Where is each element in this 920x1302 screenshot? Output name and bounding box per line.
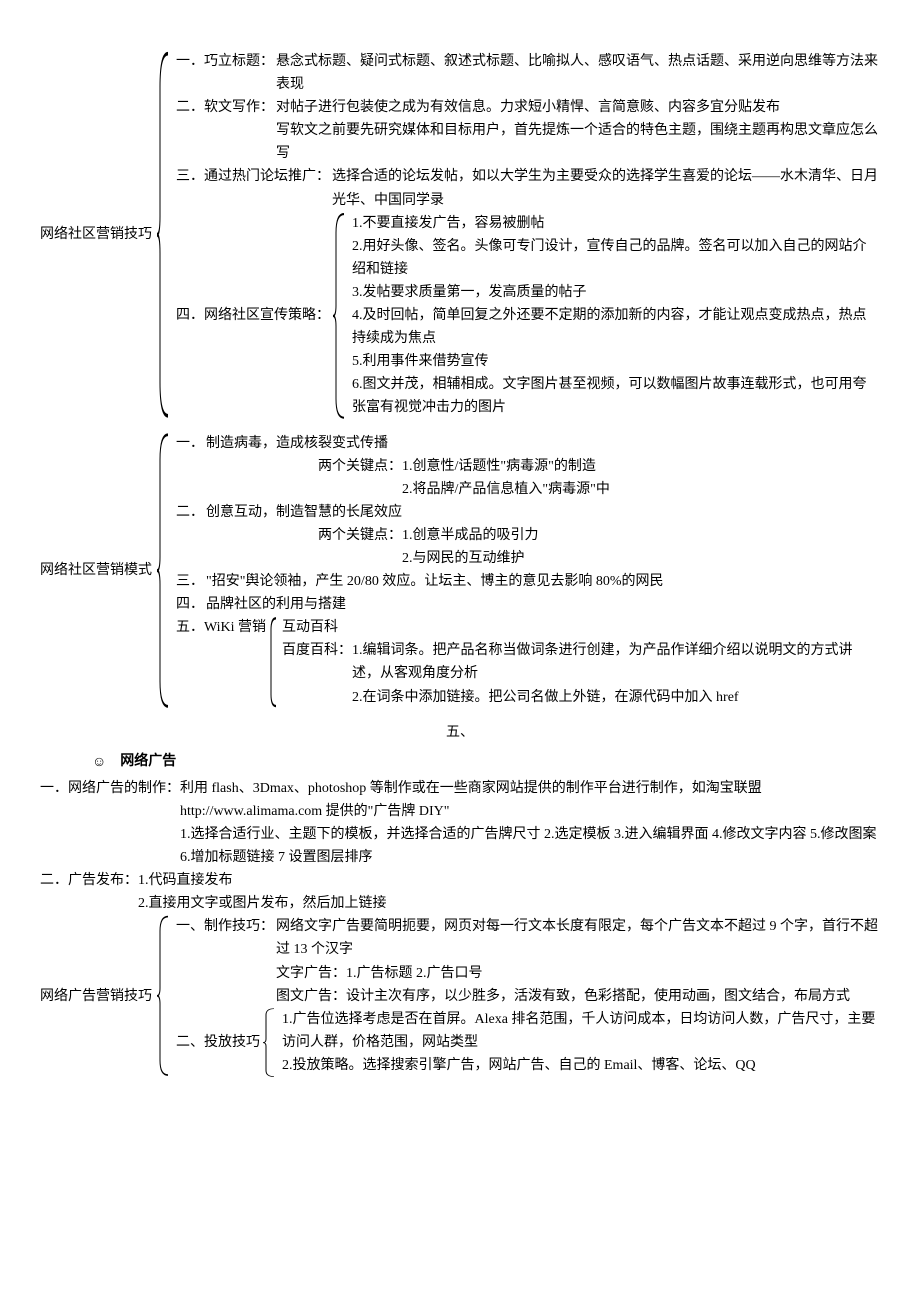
bracket-open — [268, 616, 278, 708]
section-community-skills: 网络社区营销技巧 一．巧立标题： 悬念式标题、疑问式标题、叙述式标题、比喻拟人、… — [40, 50, 880, 420]
item-body: 创意互动，制造智慧的长尾效应 两个关键点：1.创意半成品的吸引力 2.与网民的互… — [206, 501, 880, 570]
key-row: 两个关键点：1.创意半成品的吸引力 — [206, 524, 880, 547]
item-num: 一．巧立标题： — [176, 50, 276, 73]
heading-five: 五、 — [40, 721, 880, 744]
line: 1.代码直接发布 — [138, 869, 880, 892]
item-num: 一． — [176, 432, 206, 455]
item-body: 互动百科 百度百科： 1.编辑词条。把产品名称当做词条进行创建，为产品作详细介绍… — [282, 616, 880, 708]
item-body: 1.广告位选择考虑是否在首屏。Alexa 排名范围，千人访问成本，日均访问人数，… — [282, 1008, 880, 1077]
item-num: 四．网络社区宣传策略： — [176, 212, 332, 420]
item-num: 二．软文写作： — [176, 96, 276, 119]
item-row: 四．网络社区宣传策略： 1.不要直接发广告，容易被删帖 2.用好头像、签名。头像… — [176, 212, 880, 420]
ad-heading-row: ☺ 网络广告 — [40, 750, 880, 773]
subline: 2.投放策略。选择搜索引擎广告，网站广告、自己的 Email、博客、论坛、QQ — [282, 1054, 880, 1077]
bracket-open — [156, 915, 170, 1077]
item-row: 五．WiKi 营销 互动百科 百度百科： 1.编辑词条。把产品名称当做词条进行创… — [176, 616, 880, 708]
smile-icon: ☺ — [92, 750, 120, 773]
ad-make-row: 一．网络广告的制作： 利用 flash、3Dmax、photoshop 等制作或… — [40, 777, 880, 869]
line: 2.直接用文字或图片发布，然后加上链接 — [138, 892, 880, 915]
subline: 1.不要直接发广告，容易被删帖 — [352, 212, 880, 235]
section-label: 网络广告营销技巧 — [40, 985, 156, 1008]
section-content: 一． 制造病毒，造成核裂变式传播 两个关键点：1.创意性/话题性"病毒源"的制造… — [176, 432, 880, 709]
item-row: 一、制作技巧： 网络文字广告要简明扼要，网页对每一行文本长度有限定，每个广告文本… — [176, 915, 880, 1007]
subline: 2.用好头像、签名。头像可专门设计，宣传自己的品牌。签名可以加入自己的网站介绍和… — [352, 235, 880, 281]
wiki-item: 百度百科： 1.编辑词条。把产品名称当做词条进行创建，为产品作详细介绍以说明文的… — [282, 639, 880, 685]
item-row: 二、投放技巧 1.广告位选择考虑是否在首屏。Alexa 排名范围，千人访问成本，… — [176, 1008, 880, 1077]
bracket-open — [156, 432, 170, 709]
item-num: 三．通过热门论坛推广： — [176, 165, 332, 188]
item-body: 品牌社区的利用与搭建 — [206, 593, 880, 616]
section-label: 网络社区营销模式 — [40, 559, 156, 582]
item-row: 三．通过热门论坛推广： 选择合适的论坛发帖，如以大学生为主要受众的选择学生喜爱的… — [176, 165, 880, 211]
subline: 5.利用事件来借势宣传 — [352, 350, 880, 373]
wiki-item: 互动百科 — [282, 616, 880, 639]
item-row: 二． 创意互动，制造智慧的长尾效应 两个关键点：1.创意半成品的吸引力 2.与网… — [176, 501, 880, 570]
item-body: 悬念式标题、疑问式标题、叙述式标题、比喻拟人、感叹语气、热点话题、采用逆向思维等… — [276, 50, 880, 96]
line: 写软文之前要先研究媒体和目标用户，首先提炼一个适合的特色主题，围绕主题再构思文章… — [276, 119, 880, 165]
line: 图文广告：设计主次有序，以少胜多，活泼有致，色彩搭配，使用动画，图文结合，布局方… — [276, 985, 880, 1008]
title-line: 制造病毒，造成核裂变式传播 — [206, 432, 880, 455]
section-label-wrap: 网络社区营销技巧 — [40, 50, 156, 420]
item-num: 一、制作技巧： — [176, 915, 276, 938]
title-line: 创意互动，制造智慧的长尾效应 — [206, 501, 880, 524]
subline: 6.图文并茂，相辅相成。文字图片甚至视频，可以数幅图片故事连载形式，也可用夸张富… — [352, 373, 880, 419]
item-row: 一． 制造病毒，造成核裂变式传播 两个关键点：1.创意性/话题性"病毒源"的制造… — [176, 432, 880, 501]
item-body: "招安"舆论领袖，产生 20/80 效应。让坛主、博主的意见去影响 80%的网民 — [206, 570, 880, 593]
baidu-line: 2.在词条中添加链接。把公司名做上外链，在源代码中加入 href — [282, 686, 880, 709]
line: 对帖子进行包装使之成为有效信息。力求短小精悍、言简意赅、内容多宜分贴发布 — [276, 96, 880, 119]
line: 文字广告：1.广告标题 2.广告口号 — [276, 962, 880, 985]
item-row: 三． "招安"舆论领袖，产生 20/80 效应。让坛主、博主的意见去影响 80%… — [176, 570, 880, 593]
section-ad-skills: 网络广告营销技巧 一、制作技巧： 网络文字广告要简明扼要，网页对每一行文本长度有… — [40, 915, 880, 1077]
ad-make-body: 利用 flash、3Dmax、photoshop 等制作或在一些商家网站提供的制… — [180, 777, 880, 869]
section-content: 一、制作技巧： 网络文字广告要简明扼要，网页对每一行文本长度有限定，每个广告文本… — [176, 915, 880, 1077]
ad-pub-body: 1.代码直接发布 2.直接用文字或图片发布，然后加上链接 — [138, 869, 880, 915]
item-num: 四． — [176, 593, 206, 616]
item-row: 一．巧立标题： 悬念式标题、疑问式标题、叙述式标题、比喻拟人、感叹语气、热点话题… — [176, 50, 880, 96]
bracket-open — [156, 50, 170, 420]
item-body: 对帖子进行包装使之成为有效信息。力求短小精悍、言简意赅、内容多宜分贴发布 写软文… — [276, 96, 880, 165]
item-body: 选择合适的论坛发帖，如以大学生为主要受众的选择学生喜爱的论坛——水木清华、日月光… — [332, 165, 880, 211]
ad-pub-label: 二．广告发布： — [40, 869, 138, 892]
item-row: 二．软文写作： 对帖子进行包装使之成为有效信息。力求短小精悍、言简意赅、内容多宜… — [176, 96, 880, 165]
item-body: 制造病毒，造成核裂变式传播 两个关键点：1.创意性/话题性"病毒源"的制造 2.… — [206, 432, 880, 501]
ad-pub-row: 二．广告发布： 1.代码直接发布 2.直接用文字或图片发布，然后加上链接 — [40, 869, 880, 915]
line: 1.选择合适行业、主题下的模板，并选择合适的广告牌尺寸 2.选定模板 3.进入编… — [180, 823, 880, 869]
bracket-open — [262, 1008, 276, 1077]
section-content: 一．巧立标题： 悬念式标题、疑问式标题、叙述式标题、比喻拟人、感叹语气、热点话题… — [176, 50, 880, 420]
subline: 1.广告位选择考虑是否在首屏。Alexa 排名范围，千人访问成本，日均访问人数，… — [282, 1008, 880, 1054]
subline: 4.及时回帖，简单回复之外还要不定期的添加新的内容，才能让观点变成热点，热点持续… — [352, 304, 880, 350]
section-label: 网络社区营销技巧 — [40, 223, 156, 246]
item-row: 四． 品牌社区的利用与搭建 — [176, 593, 880, 616]
section-label-wrap: 网络社区营销模式 — [40, 432, 156, 709]
key-row: 两个关键点：1.创意性/话题性"病毒源"的制造 — [206, 455, 880, 478]
line: 网络文字广告要简明扼要，网页对每一行文本长度有限定，每个广告文本不超过 9 个字… — [276, 915, 880, 961]
item-num: 二． — [176, 501, 206, 524]
key-row: 2.将品牌/产品信息植入"病毒源"中 — [206, 478, 880, 501]
item-num: 二、投放技巧 — [176, 1008, 262, 1077]
subline: 3.发帖要求质量第一，发高质量的帖子 — [352, 281, 880, 304]
ad-heading: 网络广告 — [120, 750, 176, 773]
item-body: 1.不要直接发广告，容易被删帖 2.用好头像、签名。头像可专门设计，宣传自己的品… — [352, 212, 880, 420]
section-community-models: 网络社区营销模式 一． 制造病毒，造成核裂变式传播 两个关键点：1.创意性/话题… — [40, 432, 880, 709]
ad-make-label: 一．网络广告的制作： — [40, 777, 180, 800]
section-label-wrap: 网络广告营销技巧 — [40, 915, 156, 1077]
line: 利用 flash、3Dmax、photoshop 等制作或在一些商家网站提供的制… — [180, 777, 880, 823]
item-num: 三． — [176, 570, 206, 593]
item-num: 五．WiKi 营销 — [176, 616, 268, 708]
bracket-open — [332, 212, 346, 420]
item-body: 网络文字广告要简明扼要，网页对每一行文本长度有限定，每个广告文本不超过 9 个字… — [276, 915, 880, 1007]
key-row: 2.与网民的互动维护 — [206, 547, 880, 570]
